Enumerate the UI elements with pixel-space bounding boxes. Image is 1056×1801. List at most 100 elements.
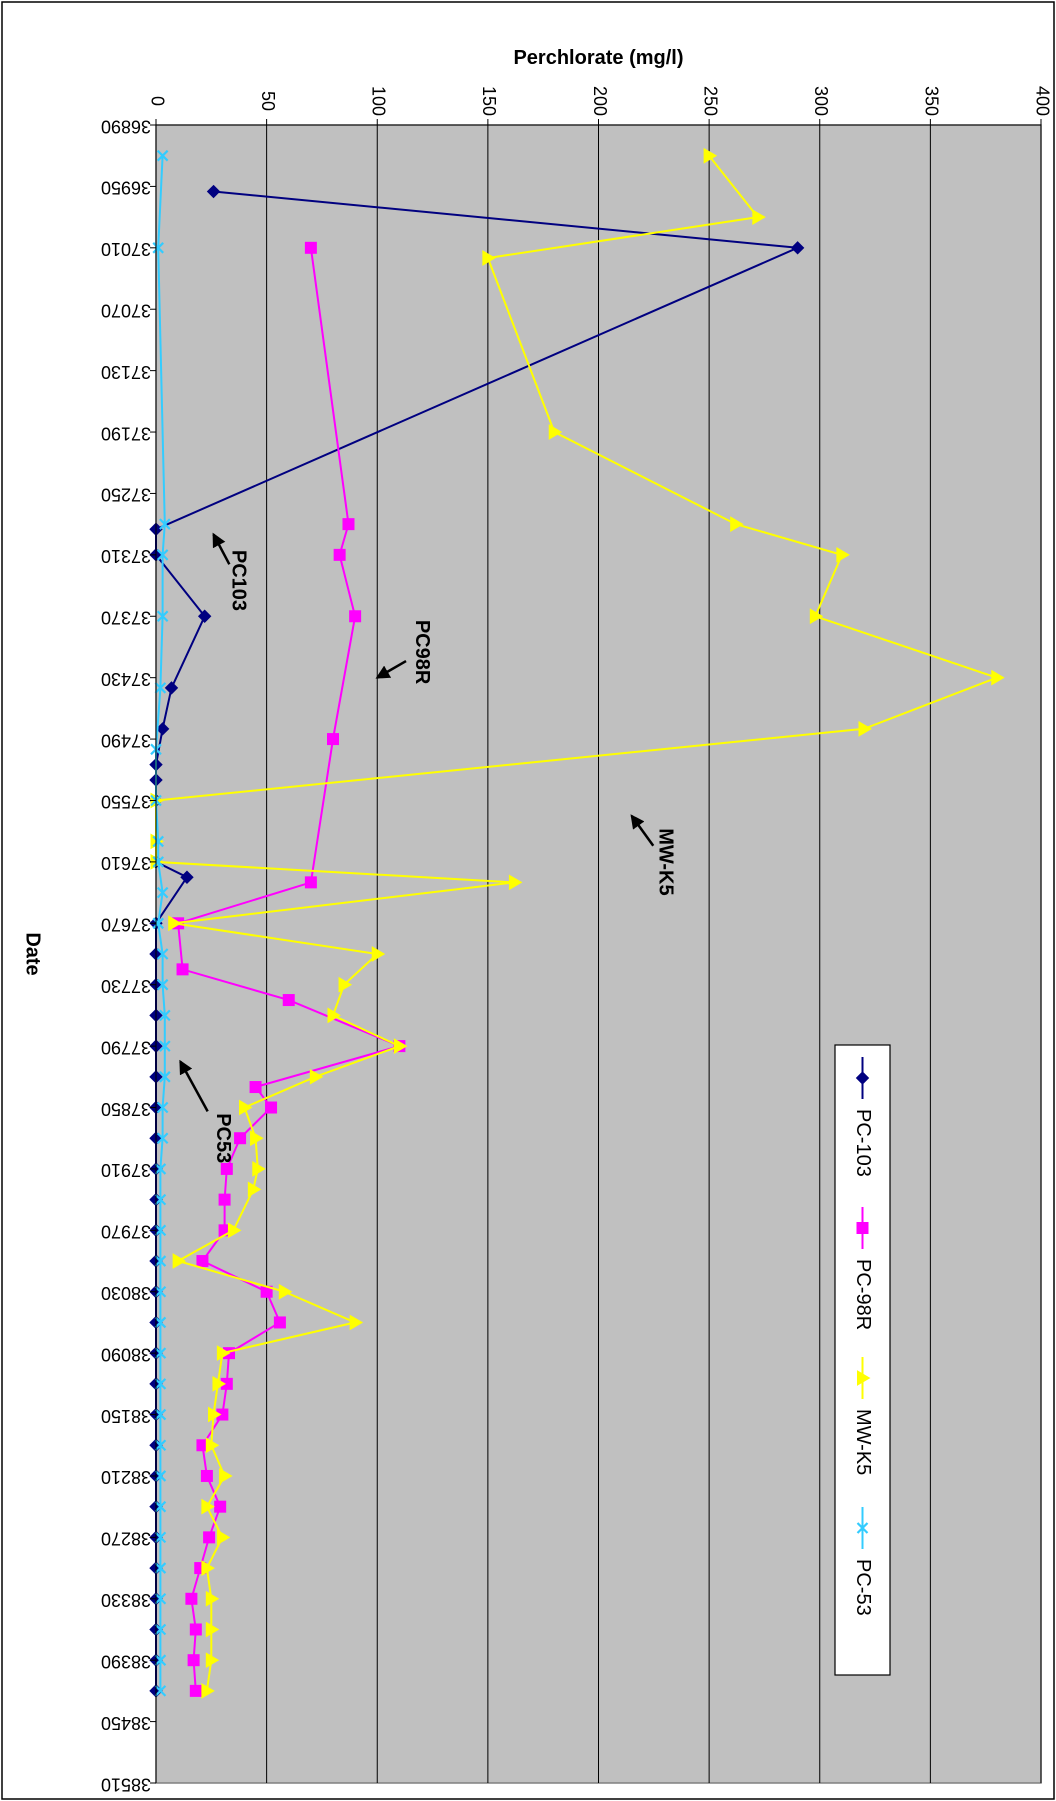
data-point [203, 1531, 216, 1544]
data-point [156, 549, 169, 561]
y-tick-label: 350 [922, 86, 942, 116]
data-point [234, 1132, 247, 1145]
data-point [154, 1439, 167, 1452]
data-point [154, 1531, 167, 1544]
y-tick-label: 50 [258, 91, 278, 111]
x-tick-label: 38330 [101, 1590, 151, 1610]
legend-label: PC-53 [852, 1559, 874, 1616]
data-point [205, 1652, 220, 1669]
data-point [216, 1529, 231, 1546]
data-point [273, 1316, 286, 1329]
data-point [189, 1623, 202, 1636]
data-point [508, 874, 523, 891]
data-point [154, 1654, 167, 1666]
data-point [219, 1468, 233, 1484]
legend-item-pc-53: PC-53 [852, 1507, 874, 1616]
data-point [703, 147, 718, 164]
data-point [991, 669, 1005, 686]
y-tick-label: 100 [369, 86, 389, 116]
data-point [159, 1071, 171, 1083]
x-tick-label: 38090 [101, 1344, 151, 1364]
x-tick-label: 38450 [101, 1713, 151, 1733]
annotation: PC98R [375, 620, 433, 685]
data-point [152, 835, 164, 848]
legend: PC-103 PC-98R MW-K5 PC-53 [834, 1044, 891, 1676]
data-point [159, 1040, 171, 1052]
y-axis-title: Perchlorate (mg/l) [513, 47, 683, 69]
data-point [342, 518, 355, 531]
data-point [201, 1498, 215, 1515]
data-point [156, 978, 169, 991]
x-tick-label: 36890 [101, 116, 151, 136]
data-point [196, 1255, 209, 1268]
data-point [154, 682, 167, 694]
data-point [154, 1470, 167, 1482]
data-point [249, 1081, 262, 1094]
data-point [156, 610, 169, 623]
y-axis: 0 50 100 150 200 250 300 350 400 [147, 86, 1052, 126]
x-tick-label: 38150 [101, 1406, 151, 1426]
legend-item-pc-103: PC-103 [852, 1057, 874, 1177]
data-point [282, 994, 295, 1007]
data-point [187, 1654, 200, 1667]
annotation: MW-K5 [630, 814, 677, 896]
x-tick-label: 37610 [101, 853, 151, 873]
data-point [247, 1181, 262, 1198]
data-point [212, 1375, 226, 1392]
data-point [205, 1590, 220, 1607]
x-tick-label: 37130 [101, 362, 151, 382]
data-point [548, 424, 563, 440]
legend-swatch-marker [855, 1071, 870, 1085]
data-point [152, 856, 164, 868]
data-point [218, 1193, 231, 1206]
data-point [349, 1314, 364, 1331]
data-point [227, 1222, 242, 1239]
data-point [156, 948, 169, 960]
data-point [393, 1038, 408, 1054]
annotation-label: PC53 [212, 1113, 234, 1163]
data-point [205, 1621, 220, 1638]
x-tick-label: 36950 [101, 178, 151, 198]
data-point [333, 548, 346, 561]
data-point [858, 720, 872, 737]
x-tick-label: 37790 [101, 1037, 151, 1057]
x-tick-label: 37970 [101, 1222, 151, 1242]
legend-label: PC-103 [852, 1109, 874, 1177]
annotations: PC103 PC98R MW-K5 PC53 [179, 532, 677, 1163]
data-point [154, 1347, 167, 1359]
data-point [156, 1132, 169, 1144]
data-point [201, 1683, 215, 1699]
x-tick-label: 37070 [101, 300, 151, 320]
data-point [208, 1406, 222, 1423]
data-point [154, 1500, 167, 1513]
annotation-label: PC103 [228, 550, 250, 611]
data-point [154, 1193, 167, 1206]
data-point [154, 1593, 167, 1605]
plot-area [149, 124, 1042, 1784]
series-pc-98r [172, 241, 406, 1697]
data-point [154, 1685, 167, 1697]
annotation: PC103 [212, 532, 250, 611]
data-point [180, 870, 194, 884]
data-point [156, 886, 169, 899]
data-point [159, 518, 171, 530]
data-point [200, 1469, 213, 1482]
x-tick-label: 37010 [101, 239, 151, 259]
x-tick-label: 38390 [101, 1651, 151, 1671]
data-point [309, 1068, 324, 1085]
y-tick-label: 150 [479, 86, 499, 116]
legend-swatch-marker [856, 1522, 869, 1534]
data-point [185, 1592, 198, 1605]
x-tick-label: 37310 [101, 546, 151, 566]
data-point [371, 946, 386, 962]
data-point [216, 1345, 231, 1362]
data-point [327, 1007, 341, 1024]
x-axis: 36890 36950 37010 37070 37130 37190 37250 37310… [101, 116, 157, 1794]
data-point [164, 681, 179, 695]
data-point [159, 1009, 171, 1022]
data-point [730, 516, 744, 533]
data-point [154, 1163, 167, 1175]
data-point [836, 546, 850, 563]
annotation-label: MW-K5 [655, 828, 677, 895]
